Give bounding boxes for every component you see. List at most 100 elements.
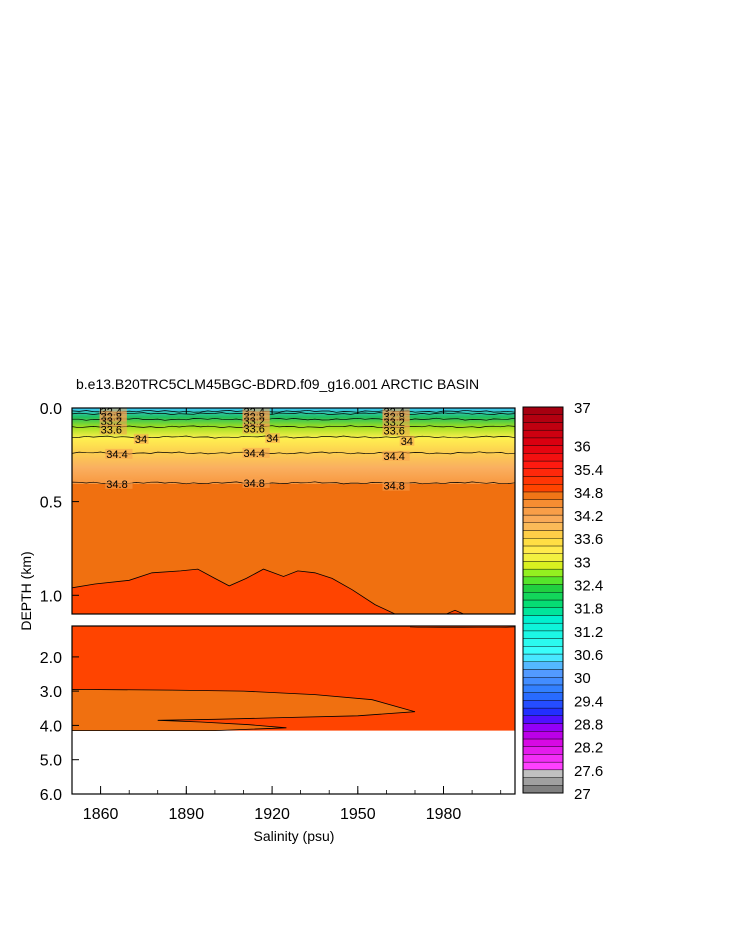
colorbar-swatch: [522, 599, 564, 608]
contour-label-bg: [382, 450, 410, 461]
colorbar-tick-label: 31.2: [574, 624, 603, 641]
colorbar-tick-label: 34.8: [574, 485, 603, 502]
colorbar-swatch: [522, 653, 564, 662]
colorbar-swatch: [522, 746, 564, 755]
contour-label-bg: [265, 433, 280, 443]
colorbar-swatch: [522, 561, 564, 570]
y-axis-lower: 2.0 3.0 4.0 5.0 6.0: [40, 650, 79, 804]
colorbar-swatch: [522, 476, 564, 485]
colorbar: [522, 406, 564, 794]
colorbar-swatch: [522, 584, 564, 593]
colorbar-swatch: [522, 514, 564, 524]
colorbar-swatch: [522, 669, 564, 678]
contour-label-bg: [99, 416, 127, 427]
contour-label-bg: [382, 411, 410, 422]
colorbar-tick-label: 29.4: [574, 693, 603, 710]
contour-line-34-8: [72, 481, 515, 485]
colorbar-swatch: [522, 406, 564, 415]
y-tick-label: 4.0: [40, 718, 62, 735]
colorbar-swatch: [522, 661, 564, 670]
y-axis-upper: 0.0 0.5 1.0: [40, 401, 79, 605]
y-tick-label: 0.0: [40, 401, 62, 418]
colorbar-swatch: [522, 507, 564, 516]
colorbar-swatch: [522, 723, 564, 732]
lower-panel: [72, 626, 515, 731]
contour-label: 34.8: [244, 478, 265, 490]
contour-label: 34: [135, 434, 147, 446]
deep-high-salinity-bump: [446, 609, 464, 614]
colorbar-swatch: [522, 553, 564, 562]
colorbar-swatch: [522, 731, 564, 740]
contour-labels: 32.432.833.233.63434.434.832.432.833.233…: [99, 408, 415, 493]
colorbar-tick-label: 33.6: [574, 531, 603, 548]
contour-label-bg: [399, 435, 415, 446]
colorbar-swatch: [522, 638, 564, 647]
x-tick-label: 1920: [254, 806, 290, 823]
colorbar-tick-label: 31.8: [574, 601, 603, 618]
surface-gradient: [72, 408, 515, 484]
y-tick-label: 6.0: [40, 787, 62, 804]
colorbar-tick-label: 30.6: [574, 647, 603, 664]
contour-label-bg: [242, 447, 270, 458]
colorbar-tick-label: 37: [574, 400, 591, 417]
colorbar-swatch: [522, 499, 564, 508]
contour-label: 34.4: [244, 448, 265, 460]
lower-panel-frame: [71, 625, 516, 795]
y-tick-label: 3.0: [40, 684, 62, 701]
contour-label: 33.6: [101, 425, 122, 437]
contour-label: 33.6: [244, 424, 265, 436]
colorbar-swatch: [522, 622, 564, 632]
colorbar-swatch: [522, 785, 564, 794]
contour-label: 34: [401, 436, 413, 448]
colorbar-tick-label: 36: [574, 439, 591, 456]
colorbar-swatch: [522, 684, 564, 693]
y-tick-label: 2.0: [40, 650, 62, 667]
contour-label-bg: [242, 477, 270, 488]
y-tick-label: 1.0: [40, 588, 62, 605]
colorbar-swatch: [522, 414, 564, 423]
colorbar-swatch: [522, 692, 564, 701]
colorbar-tick-label: 28.2: [574, 740, 603, 757]
colorbar-swatch: [522, 460, 564, 469]
contour-line-33-6: [72, 425, 515, 429]
colorbar-swatch: [522, 738, 564, 747]
y-tick-label: 0.5: [40, 495, 62, 512]
colorbar-swatch: [522, 630, 564, 639]
colorbar-swatch: [522, 754, 564, 763]
colorbar-swatch: [522, 422, 564, 431]
colorbar-tick-label: 33: [574, 554, 591, 571]
lower-tongue-area: [72, 688, 416, 731]
contour-label-bg: [382, 425, 410, 436]
colorbar-tick-label: 28.8: [574, 717, 603, 734]
contour-label-bg: [105, 478, 133, 489]
contour-label-bg: [105, 448, 133, 459]
colorbar-tick-label: 32.4: [574, 578, 603, 595]
contour-label: 33.6: [384, 426, 405, 438]
colorbar-tick-label: 27.6: [574, 763, 603, 780]
colorbar-swatch: [522, 707, 564, 717]
contour-label-bg: [382, 480, 410, 491]
x-tick-label: 1980: [426, 806, 462, 823]
colorbar-swatch: [522, 545, 564, 554]
colorbar-swatch: [522, 453, 564, 462]
colorbar-labels: 37 36 35.4 34.8 34.2 33.6 33 32.4 31.8 31.2 30.6 30…: [574, 400, 603, 803]
colorbar-swatch: [522, 769, 564, 778]
chart-title: b.e13.B20TRC5CLM45BGC-BDRD.f09_g16.001 A…: [76, 376, 479, 392]
colorbar-swatch: [522, 437, 564, 446]
colorbar-swatch: [522, 468, 564, 477]
deep-high-salinity-area: [72, 568, 396, 614]
colorbar-swatch: [522, 761, 564, 771]
contour-label-bg: [133, 433, 149, 444]
contour-line-32-8: [72, 412, 515, 415]
colorbar-swatch: [522, 592, 564, 601]
colorbar-swatch: [522, 677, 564, 686]
colorbar-swatch: [522, 491, 564, 500]
colorbar-swatch: [522, 429, 564, 439]
colorbar-frame: [522, 406, 564, 794]
y-axis-label: DEPTH (km): [18, 551, 34, 630]
contour-label: 34.8: [106, 479, 127, 491]
contour-line-33-2: [72, 417, 515, 421]
colorbar-swatch: [522, 777, 564, 786]
contour-label-bg: [382, 417, 410, 427]
